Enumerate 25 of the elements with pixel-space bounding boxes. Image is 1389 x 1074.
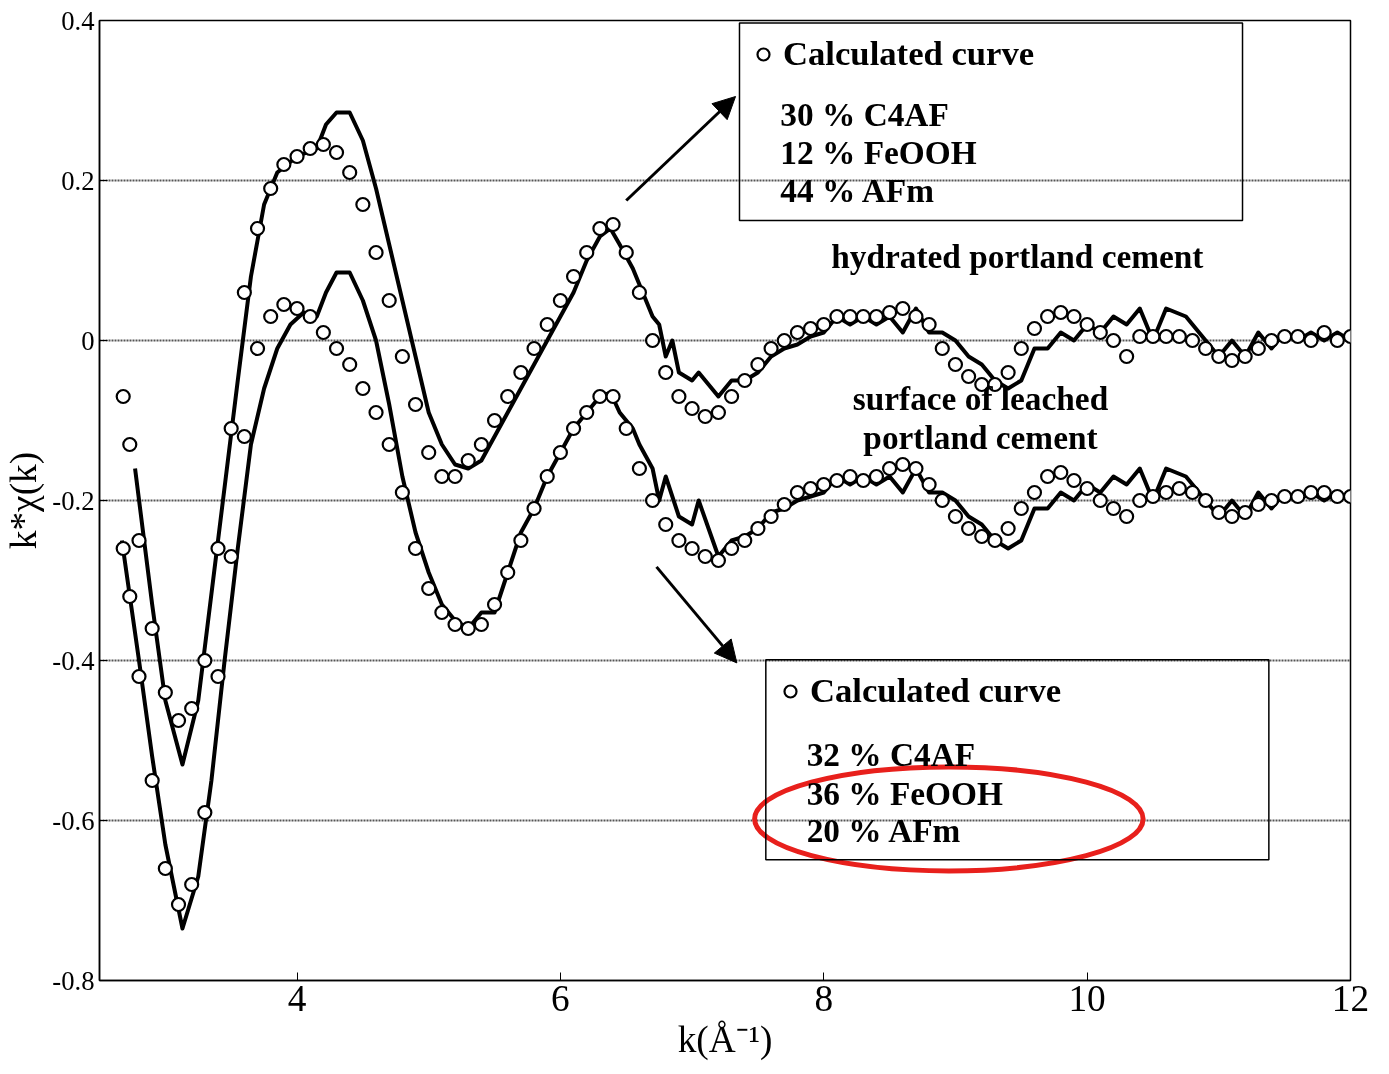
y-tick-label: -0.8 xyxy=(52,965,95,996)
annotation: surface of leached xyxy=(852,380,1109,418)
annotation: 32 % C4AF xyxy=(806,735,976,773)
y-tick-label: 0.4 xyxy=(61,5,95,36)
annotation: 36 % FeOOH xyxy=(806,774,1003,812)
y-tick-label: -0.6 xyxy=(52,805,95,836)
y-tick-label: -0.4 xyxy=(52,645,95,676)
annotation: 12 % FeOOH xyxy=(780,134,977,171)
annotation: portland cement xyxy=(863,418,1098,456)
annotation: 20 % AFm xyxy=(806,812,961,850)
x-axis-title: k(Å⁻¹) xyxy=(677,1018,773,1061)
annotation: 30 % C4AF xyxy=(780,96,949,134)
y-tick-label: 0 xyxy=(81,325,95,356)
x-tick-label: 4 xyxy=(287,977,307,1019)
legend-label: Calculated curve xyxy=(810,671,1062,710)
y-tick-label: -0.2 xyxy=(52,485,95,516)
x-tick-label: 10 xyxy=(1068,977,1106,1019)
x-tick-label: 8 xyxy=(814,977,834,1019)
y-tick-label: 0.2 xyxy=(61,165,95,196)
x-tick-label: 6 xyxy=(551,977,570,1019)
legend-label: Calculated curve xyxy=(783,34,1035,73)
y-axis-title: k*χ(k) xyxy=(3,451,46,550)
annotation: hydrated portland cement xyxy=(831,238,1204,275)
x-tick-label: 12 xyxy=(1331,977,1370,1019)
annotation: 44 % AFm xyxy=(780,171,935,209)
